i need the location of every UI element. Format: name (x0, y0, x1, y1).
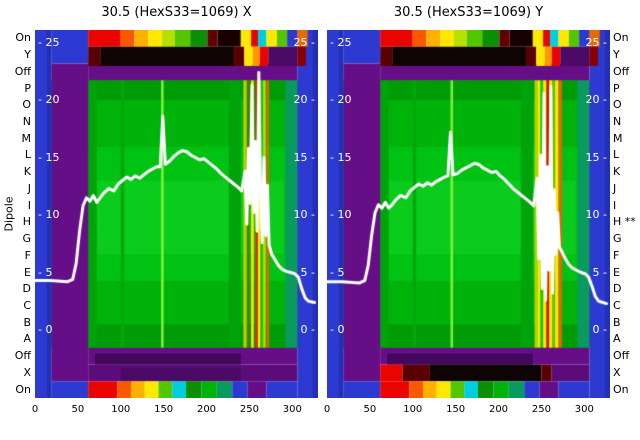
row-label: X (23, 365, 31, 379)
value-tick-left: - 10 (38, 208, 60, 222)
x-tick-label: 50 (71, 404, 85, 415)
value-tick-left: - 15 (38, 150, 60, 164)
x-tick-label: 100 (111, 404, 131, 415)
row-label: E (24, 265, 31, 279)
row-label: M (613, 131, 623, 145)
x-tick-label: 0 (323, 404, 331, 415)
row-label-column-left: On Y Off P O N M L K J I H G F E D C B A Off X On (0, 0, 31, 440)
value-tick-right: 10 - (585, 208, 607, 222)
value-tick-left: - 0 (330, 323, 345, 337)
value-tick-left: - 25 (38, 35, 60, 49)
row-label: B (613, 315, 621, 329)
row-label: On (15, 31, 31, 45)
row-label: A (23, 332, 31, 346)
value-tick-left: - 0 (38, 323, 53, 337)
row-label: Off (14, 349, 31, 363)
row-label-column-right: On Y Off P O N M L K J I H ** G F E D C B A Off X On (613, 0, 640, 440)
row-label: D (613, 282, 622, 296)
x-tick-label: 0 (31, 404, 39, 415)
value-tick-right: 5 - (300, 265, 315, 279)
row-label: F (24, 248, 31, 262)
value-tick-right: 10 - (293, 208, 315, 222)
plot-panel-y: - 0 0 - - 5 5 - - 10 10 - - 15 15 - - 20 20 - - 25… (324, 30, 610, 415)
row-label: Off (613, 349, 630, 363)
value-tick-left: - 5 (330, 265, 345, 279)
row-label: J (27, 181, 31, 195)
x-tick-label: 300 (574, 404, 594, 415)
row-label: Off (14, 64, 31, 78)
row-label: D (22, 282, 31, 296)
row-label: K (613, 165, 621, 179)
row-label: Y (613, 48, 620, 62)
value-tick-right: 15 - (293, 150, 315, 164)
row-label: Off (613, 64, 630, 78)
plot-panel-x: - 0 0 - - 5 5 - - 10 10 - - 15 15 - - 20 20 - - 25… (32, 30, 318, 415)
row-label: H (22, 215, 31, 229)
row-label: X (613, 365, 621, 379)
row-label: G (613, 232, 622, 246)
row-label: G (22, 232, 31, 246)
value-tick-left: - 20 (38, 93, 60, 107)
x-tick-label: 150 (154, 404, 174, 415)
heatmap-canvas-x (35, 30, 318, 398)
x-tick-label: 250 (531, 404, 551, 415)
row-label: A (613, 332, 621, 346)
value-tick-left: - 15 (330, 150, 352, 164)
row-label: K (23, 165, 31, 179)
value-tick-right: 25 - (585, 35, 607, 49)
row-label: P (24, 81, 31, 95)
value-tick-right: 20 - (585, 93, 607, 107)
row-label: M (21, 131, 32, 145)
row-label: H ** (613, 215, 636, 229)
row-label: I (613, 198, 617, 212)
value-tick-left: - 5 (38, 265, 53, 279)
row-label: O (22, 98, 31, 112)
row-label: B (23, 315, 31, 329)
x-tick-label: 250 (239, 404, 259, 415)
heatmap-canvas-y (327, 30, 610, 398)
row-label: L (24, 148, 31, 162)
x-tick-label: 200 (196, 404, 217, 415)
row-label: N (613, 115, 622, 128)
x-tick-label: 150 (446, 404, 466, 415)
row-label: On (15, 382, 31, 396)
row-label: N (22, 115, 31, 128)
row-label: O (613, 98, 622, 112)
value-tick-left: - 25 (330, 35, 352, 49)
x-tick-label: 50 (363, 404, 377, 415)
value-tick-right: 25 - (293, 35, 315, 49)
value-tick-right: 5 - (592, 265, 607, 279)
value-tick-left: - 10 (330, 208, 352, 222)
row-label: E (613, 265, 620, 279)
value-tick-left: - 20 (330, 93, 352, 107)
plot-title-y: 30.5 (HexS33=1069) Y (393, 5, 544, 20)
value-tick-right: 0 - (300, 323, 315, 337)
value-tick-right: 0 - (592, 323, 607, 337)
row-label: Y (24, 48, 31, 62)
row-label: P (613, 81, 620, 95)
row-label: L (613, 148, 620, 162)
value-tick-right: 20 - (293, 93, 315, 107)
row-label: C (23, 299, 31, 312)
value-tick-right: 15 - (585, 150, 607, 164)
row-label: F (613, 248, 620, 262)
row-label: I (27, 198, 31, 212)
plot-title-x: 30.5 (HexS33=1069) X (101, 5, 252, 20)
row-label: J (613, 181, 617, 195)
row-label: C (613, 299, 621, 312)
x-tick-label: 200 (488, 404, 509, 415)
x-tick-label: 100 (403, 404, 423, 415)
x-tick-label: 300 (282, 404, 302, 415)
row-label: On (613, 382, 629, 396)
row-label: On (613, 31, 629, 45)
